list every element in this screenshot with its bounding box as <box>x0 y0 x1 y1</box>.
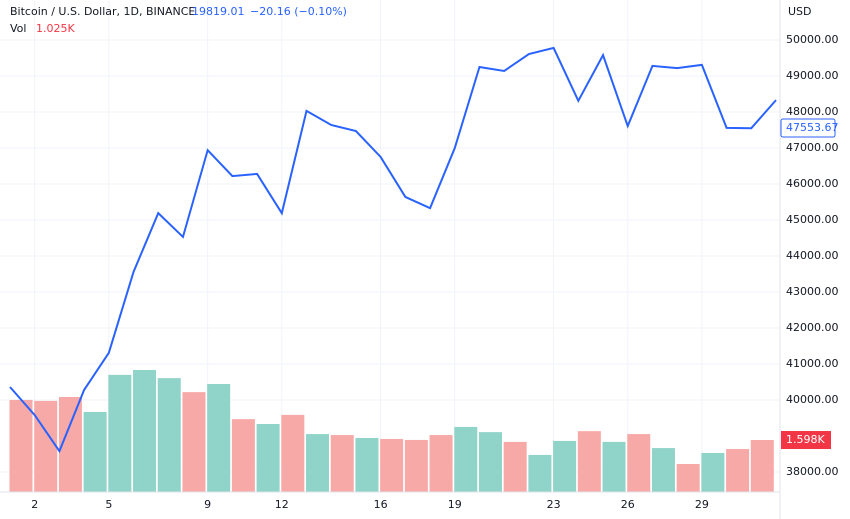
volume-bar <box>83 411 107 492</box>
volume-bar <box>528 454 552 492</box>
volume-bar <box>553 440 577 492</box>
volume-bar <box>306 434 330 492</box>
volume-last-label: 1.598K <box>786 433 825 446</box>
volume-bar <box>404 439 428 492</box>
x-tick-label: 29 <box>695 498 709 511</box>
volume-bar <box>602 441 626 492</box>
price-line <box>9 46 777 454</box>
volume-bar <box>380 438 404 492</box>
x-tick-label: 19 <box>448 498 462 511</box>
volume-bar <box>676 464 700 492</box>
volume-bar <box>34 400 58 492</box>
y-tick-label: 44000.00 <box>786 249 839 262</box>
volume-bar <box>157 378 181 492</box>
last-price-box <box>780 118 836 138</box>
y-tick-label: 46000.00 <box>786 177 839 190</box>
volume-value: 1.025K <box>36 22 75 35</box>
volume-bar <box>355 437 379 492</box>
x-tick-label: 23 <box>547 498 561 511</box>
volume-bar <box>207 383 231 492</box>
y-tick-label: 43000.00 <box>786 285 839 298</box>
volume-bar <box>503 441 527 492</box>
volume-bar <box>454 426 478 492</box>
y-tick-label: 41000.00 <box>786 357 839 370</box>
x-tick-label: 5 <box>105 498 112 511</box>
x-tick-label: 26 <box>621 498 635 511</box>
y-tick-label: 47000.00 <box>786 141 839 154</box>
y-tick-label: 49000.00 <box>786 69 839 82</box>
x-tick-label: 12 <box>275 498 289 511</box>
volume-bar <box>58 397 82 492</box>
volume-bar <box>726 449 750 492</box>
x-tick-label: 2 <box>31 498 38 511</box>
volume-bar <box>750 440 774 492</box>
volume-bar <box>108 374 132 492</box>
volume-bar <box>701 452 725 492</box>
symbol: Bitcoin / U.S. Dollar, 1D, BINANCE <box>10 5 195 18</box>
y-tick-label: 50000.00 <box>786 33 839 46</box>
y-tick-label: 48000.00 <box>786 105 839 118</box>
volume-bar <box>182 392 206 492</box>
x-tick-label: 16 <box>374 498 388 511</box>
volume-bar <box>651 448 675 492</box>
change: −20.16 (−0.10%) <box>250 5 347 18</box>
y-tick-label: 40000.00 <box>786 393 839 406</box>
volume-label: Vol <box>10 22 26 35</box>
volume-bar <box>281 414 305 492</box>
y-tick-label: 45000.00 <box>786 213 839 226</box>
volume-bar <box>330 435 354 492</box>
volume-bar <box>478 432 502 492</box>
volume-bar <box>9 399 33 492</box>
price: 19819.01 <box>192 5 245 18</box>
volume-last-box <box>781 431 831 450</box>
volume-bar <box>133 370 157 492</box>
volume-bar <box>627 434 651 492</box>
last-price-label: 47553.67 <box>786 121 839 134</box>
axis-unit: USD <box>788 5 812 18</box>
y-tick-label: 42000.00 <box>786 321 839 334</box>
volume-bar <box>577 431 601 492</box>
volume-bar <box>256 424 280 492</box>
volume-bar <box>429 435 453 492</box>
y-tick-label: 38000.00 <box>786 465 839 478</box>
volume-bar <box>231 419 255 492</box>
x-tick-label: 9 <box>204 498 211 511</box>
